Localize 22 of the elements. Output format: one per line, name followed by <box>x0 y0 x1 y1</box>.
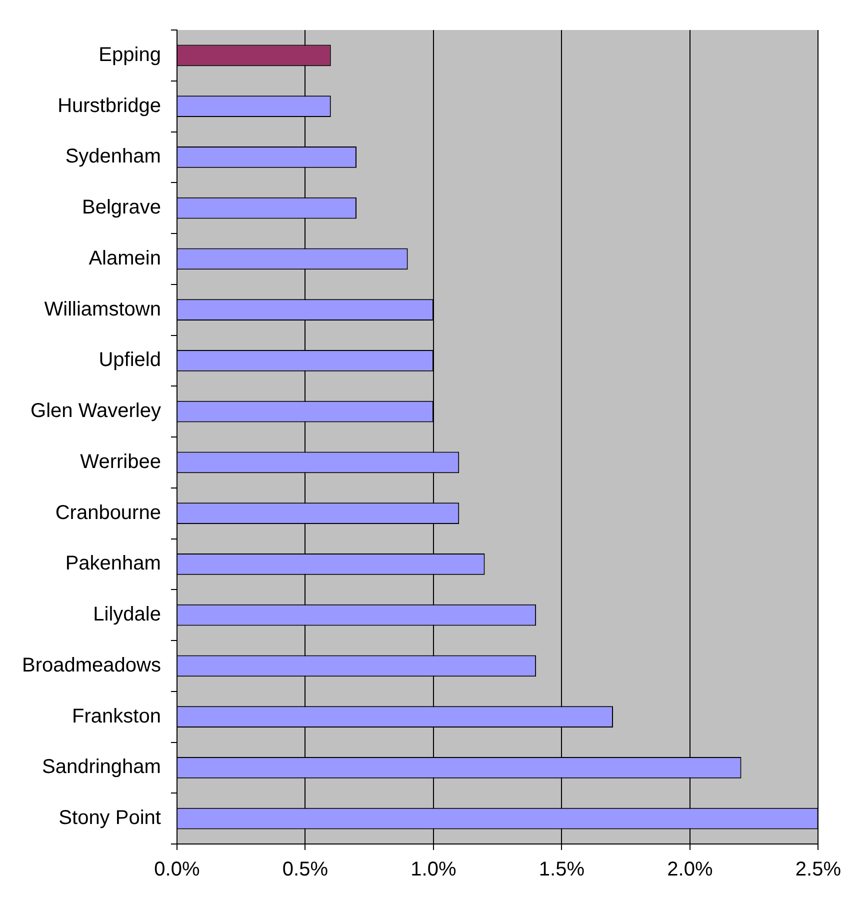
x-tick-label: 0.5% <box>282 858 328 881</box>
y-tick-label: Sydenham <box>65 146 161 168</box>
y-tick-label: Pakenham <box>65 552 161 575</box>
x-tick-label: 1.0% <box>410 858 456 881</box>
y-tick-label: Stony Point <box>58 807 162 830</box>
y-tick-label: Werribee <box>80 450 161 473</box>
y-tick-label: Upfield <box>98 349 161 372</box>
x-tick-label: 2.0% <box>667 858 713 881</box>
y-tick-label: Alamein <box>88 247 161 270</box>
y-tick-label: Frankston <box>72 705 161 728</box>
y-tick-label: Sandringham <box>42 756 161 778</box>
y-tick-label: Hurstbridge <box>58 94 161 117</box>
x-tick-label: 1.5% <box>538 858 585 881</box>
y-tick-label: Epping <box>98 44 161 66</box>
y-tick-label: Williamstown <box>44 298 161 320</box>
x-tick-label: 2.5% <box>795 858 842 881</box>
y-tick-label: Lilydale <box>93 604 161 626</box>
y-tick-label: Belgrave <box>82 196 161 219</box>
x-tick-label: 0.0% <box>154 858 200 881</box>
y-tick-label: Glen Waverley <box>30 400 161 422</box>
y-tick-label: Cranbourne <box>55 502 161 524</box>
y-tick-label: Broadmeadows <box>22 654 161 676</box>
